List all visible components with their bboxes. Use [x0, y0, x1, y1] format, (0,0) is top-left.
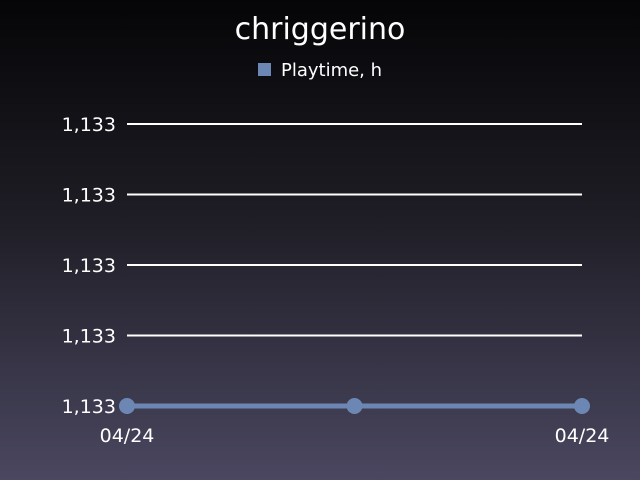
data-point: [574, 398, 590, 414]
y-tick-label: 1,133: [62, 326, 116, 348]
legend-label: Playtime, h: [280, 60, 383, 81]
data-point: [346, 398, 363, 414]
legend: Playtime, h: [0, 60, 640, 82]
data-point: [119, 398, 135, 414]
x-tick-label: 04/24: [100, 425, 155, 447]
x-tick-label: 04/24: [555, 425, 610, 447]
legend-swatch: [257, 63, 271, 76]
y-tick-label: 1,133: [62, 114, 116, 136]
chart-title: chriggerino: [234, 12, 406, 47]
y-tick-label: 1,133: [62, 255, 116, 277]
y-tick-label: 1,133: [62, 396, 116, 418]
y-tick-label: 1,133: [62, 185, 116, 207]
